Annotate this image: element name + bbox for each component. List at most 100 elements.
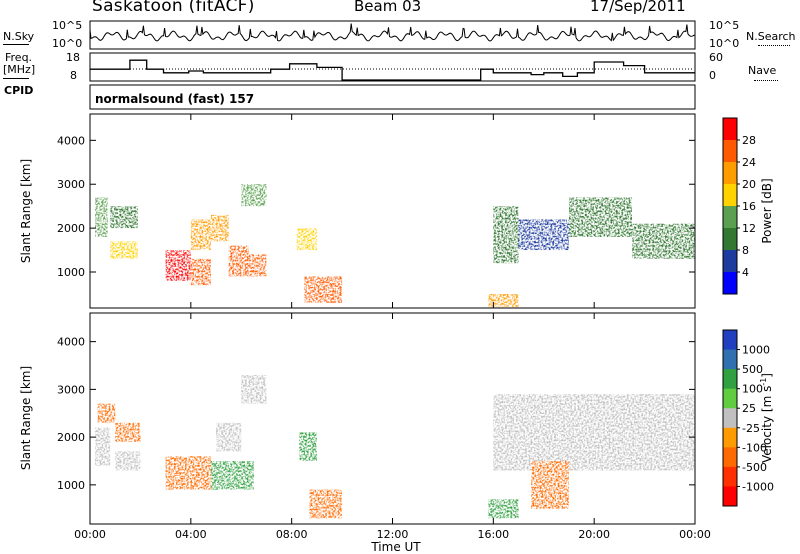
velocity-cell	[309, 489, 343, 519]
nave-dots	[754, 80, 778, 81]
colorbar-swatch	[723, 184, 737, 207]
ytick-label: 4000	[57, 336, 85, 349]
colorbar-swatch	[723, 118, 737, 141]
noise-right-tick-bottom: 10^0	[709, 37, 740, 50]
velocity-panel	[89, 312, 696, 525]
velocity-cell	[115, 422, 141, 442]
power-cell	[228, 245, 249, 277]
colorbar-swatch	[723, 486, 737, 507]
velocity-cell	[216, 422, 242, 452]
velocity-colorbar-tick-label: 25	[742, 402, 756, 415]
power-cell	[488, 293, 519, 308]
noise-trace	[89, 23, 696, 42]
frequency-line	[90, 59, 695, 81]
velocity-colorbar-tick-label: 1000	[742, 344, 770, 357]
colorbar-swatch	[723, 250, 737, 273]
noise-search-label: N.Search	[746, 30, 796, 43]
colorbar-frame	[722, 329, 738, 507]
colorbar-swatch	[723, 408, 737, 429]
xtick-label: 12:00	[377, 528, 409, 541]
nave-tick-60: 60	[709, 51, 723, 64]
xtick-label: 04:00	[175, 528, 207, 541]
noise-sky-line	[89, 23, 696, 42]
xtick-label: 00:00	[679, 528, 711, 541]
nave-label: Nave	[748, 64, 777, 77]
power-cell	[296, 228, 317, 251]
colorbar-swatch	[723, 140, 737, 163]
power-colorbar-tick-label: 20	[742, 178, 756, 191]
beam-title: Beam 03	[354, 0, 422, 15]
frequency-trace	[90, 59, 695, 81]
power-cell	[110, 206, 138, 229]
colorbar-swatch	[723, 369, 737, 390]
velocity-cell	[211, 460, 254, 490]
power-colorbar-tick-label: 16	[742, 200, 756, 213]
velocity-cell	[165, 456, 211, 490]
xtick-label: 00:00	[74, 528, 106, 541]
power-cell	[248, 254, 267, 277]
power-colorbar-tick-label: 4	[742, 266, 749, 279]
freq-label-underline	[3, 78, 29, 79]
noise-search-dots	[758, 45, 790, 46]
power-colorbar-tick-label: 24	[742, 156, 756, 169]
power-cell	[110, 241, 138, 259]
noise-sky-underline	[3, 44, 29, 45]
power-colorbar-tick-label: 28	[742, 134, 756, 147]
noise-panel-frame	[89, 20, 696, 50]
power-colorbar: 28 24 20 16 12 8 4	[722, 117, 756, 295]
xtick-label: 08:00	[276, 528, 308, 541]
ytick-label: 4000	[57, 134, 85, 147]
power-cell	[518, 219, 569, 251]
colorbar-swatch	[723, 388, 737, 409]
velocity-colorbar-tick-label: 500	[742, 363, 763, 376]
velocity-cell	[531, 460, 569, 509]
power-cell	[493, 206, 519, 264]
cpid-text: normalsound (fast) 157	[95, 92, 255, 106]
power-cell	[211, 214, 229, 242]
power-cell	[304, 276, 343, 303]
velocity-cell	[95, 427, 111, 466]
freq-tick-18: 18	[66, 51, 80, 64]
freq-label-line2: [MHz]	[3, 63, 36, 76]
velocity-cell	[115, 451, 141, 471]
noise-left-tick-top: 10^5	[52, 19, 83, 32]
noise-sky-label: N.Sky	[3, 30, 35, 43]
power-panel	[89, 113, 696, 309]
velocity-colorbar: 1000 500 100 25 -25 -100 -500 -1000	[722, 329, 774, 507]
velocity-cell	[488, 499, 519, 519]
velocity-colorbar-tick-label: 100	[742, 383, 763, 396]
colorbar-swatch	[723, 162, 737, 185]
velocity-ylabel: Slant Range [km]	[19, 366, 33, 470]
power-cell	[190, 258, 211, 286]
power-colorbar-tick-label: 12	[742, 222, 756, 235]
noise-left-tick-bottom: 10^0	[52, 37, 83, 50]
velocity-colorbar-tick-label: -25	[742, 422, 760, 435]
ytick-label: 3000	[57, 383, 85, 396]
ytick-label: 2000	[57, 431, 85, 444]
xaxis-label: Time UT	[370, 540, 421, 554]
ytick-label: 3000	[57, 178, 85, 191]
power-ylabel: Slant Range [km]	[19, 159, 33, 263]
noise-right-tick-top: 10^5	[709, 19, 740, 32]
velocity-colorbar-tick-label: -1000	[742, 480, 774, 493]
xtick-label: 16:00	[477, 528, 509, 541]
freq-panel-frame	[89, 52, 696, 82]
freq-label-line1: Freq.	[5, 51, 33, 64]
colorbar-swatch	[723, 206, 737, 229]
velocity-cell	[299, 432, 317, 461]
colorbar-swatch	[723, 272, 737, 295]
power-cell	[568, 197, 632, 237]
date-title: 17/Sep/2011	[590, 0, 686, 15]
colorbar-swatch	[723, 427, 737, 448]
colorbar-swatch	[723, 330, 737, 351]
colorbar-swatch	[723, 349, 737, 370]
power-cell	[95, 197, 108, 237]
power-colorbar-tick-label: 8	[742, 244, 749, 257]
nave-tick-0: 0	[709, 69, 716, 82]
cpid-label: CPID	[4, 84, 34, 97]
ytick-label: 1000	[57, 479, 85, 492]
power-cell	[241, 184, 267, 207]
station-title: Saskatoon (fitACF)	[92, 0, 255, 16]
velocity-cell	[493, 394, 695, 471]
